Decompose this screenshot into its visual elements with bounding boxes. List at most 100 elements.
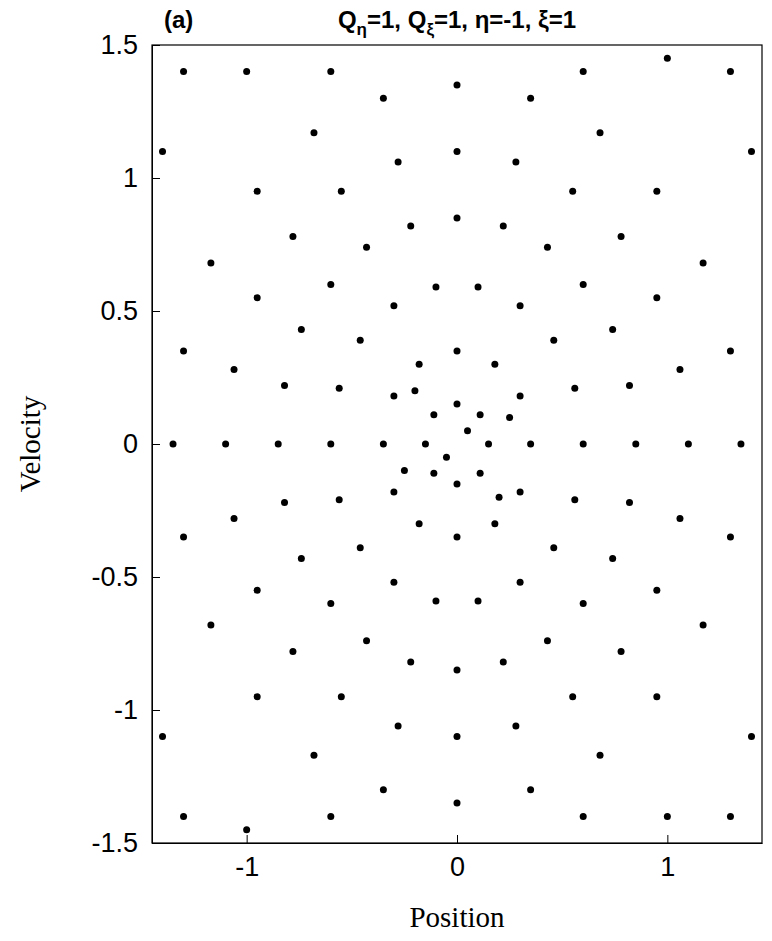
point [416, 361, 423, 368]
point [416, 520, 423, 527]
point [580, 68, 587, 75]
x-tick-mark [667, 835, 668, 843]
y-tick-label: -0.5 [91, 562, 138, 592]
point [336, 496, 343, 503]
point [298, 555, 305, 562]
point [363, 244, 370, 251]
y-tick: 1.5 [100, 30, 160, 60]
point [580, 600, 587, 607]
point [748, 148, 755, 155]
x-tick: -1 [235, 835, 259, 882]
point [338, 693, 345, 700]
point [327, 281, 334, 288]
point [727, 534, 734, 541]
point [653, 587, 660, 594]
y-axis: -1.5-1-0.500.511.5 [91, 30, 160, 858]
point [464, 427, 471, 434]
point [517, 393, 524, 400]
point [527, 95, 534, 102]
point [737, 441, 744, 448]
point [491, 520, 498, 527]
point [327, 813, 334, 820]
point [609, 555, 616, 562]
point [676, 515, 683, 522]
point [454, 667, 461, 674]
y-tick: 1 [123, 163, 160, 193]
point [609, 326, 616, 333]
point [544, 244, 551, 251]
point [727, 68, 734, 75]
point [517, 302, 524, 309]
point [289, 648, 296, 655]
y-tick-label: 1.5 [100, 30, 138, 60]
point [544, 637, 551, 644]
x-tick-label: 1 [660, 852, 675, 882]
point [231, 366, 238, 373]
point [281, 382, 288, 389]
point [496, 494, 503, 501]
x-tick: 1 [660, 835, 675, 882]
point [298, 326, 305, 333]
point [454, 401, 461, 408]
point [477, 411, 484, 418]
title: Qη=1, Qξ=1, η=-1, ξ=1 [338, 6, 576, 39]
point [550, 337, 557, 344]
point [159, 148, 166, 155]
point [180, 813, 187, 820]
point [618, 648, 625, 655]
point [432, 284, 439, 291]
x-tick-mark [247, 835, 248, 843]
point [626, 499, 633, 506]
x-axis: -1 0 1 [153, 835, 763, 882]
point [580, 441, 587, 448]
point [411, 387, 418, 394]
point [380, 786, 387, 793]
point [254, 294, 261, 301]
point [506, 414, 513, 421]
point [550, 544, 557, 551]
point [569, 188, 576, 195]
point [207, 621, 214, 628]
y-tick-mark [152, 311, 160, 312]
x-tick: 0 [450, 835, 465, 882]
point [443, 454, 450, 461]
point [475, 597, 482, 604]
point [338, 188, 345, 195]
point [685, 441, 692, 448]
point [571, 496, 578, 503]
point [664, 813, 671, 820]
point [430, 470, 437, 477]
point [390, 488, 397, 495]
chart: -101-1.5-1-0.500.511.5PositionVelocity(a… [0, 0, 772, 941]
point [485, 441, 492, 448]
point [491, 361, 498, 368]
point [626, 382, 633, 389]
point [243, 826, 250, 833]
y-tick: -1.5 [91, 828, 160, 858]
point [395, 722, 402, 729]
y-tick-label: 1 [123, 163, 138, 193]
point [454, 214, 461, 221]
point [512, 159, 519, 166]
point [380, 441, 387, 448]
point [727, 347, 734, 354]
point [454, 81, 461, 88]
point [336, 385, 343, 392]
y-tick: -1 [114, 695, 160, 725]
point [527, 441, 534, 448]
y-tick-mark [152, 577, 160, 578]
panel-label: (a) [164, 6, 193, 33]
point [512, 722, 519, 729]
point [407, 222, 414, 229]
x-tick-label: -1 [235, 852, 259, 882]
point [454, 534, 461, 541]
point [748, 733, 755, 740]
point [727, 813, 734, 820]
point [700, 621, 707, 628]
point [390, 302, 397, 309]
point [380, 95, 387, 102]
point [454, 480, 461, 487]
point [170, 441, 177, 448]
point [580, 813, 587, 820]
y-tick-label: 0 [123, 429, 138, 459]
